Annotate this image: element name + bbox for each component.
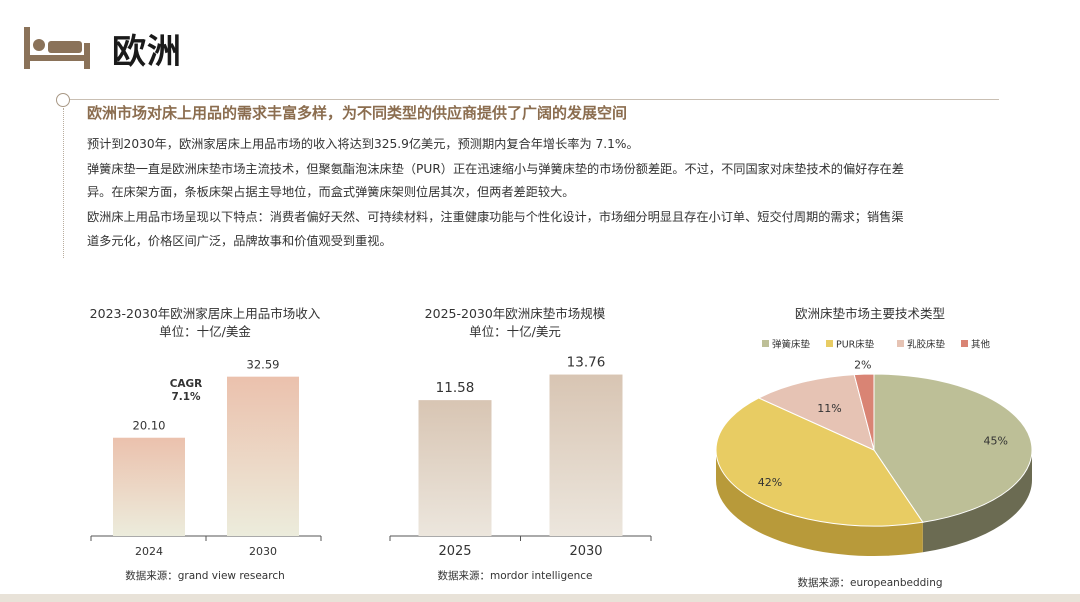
cagr-annotation: CAGR xyxy=(170,378,203,390)
pie-value-label: 2% xyxy=(854,358,871,371)
pie-value-label: 42% xyxy=(758,476,782,489)
chart1-source: 数据来源：grand view research xyxy=(125,570,285,582)
paragraph-1: 预计到2030年，欧洲家居床上用品市场的收入将达到325.9亿美元，预测期内复合… xyxy=(87,137,639,151)
legend-label: 弹簧床垫 xyxy=(772,339,811,351)
bar-value-label: 20.10 xyxy=(133,419,166,433)
timeline-line xyxy=(63,108,64,258)
mattress-bar-chart: 11.58 2025 13.76 2030 xyxy=(389,355,652,559)
paragraph-2-cont: 异。在床架方面，条板床架占据主导地位，而盒式弹簧床架则位居其次，但两者差距较大。 xyxy=(87,185,575,199)
pie-slice-side xyxy=(716,450,923,556)
pie-slice xyxy=(853,373,875,451)
pie-value-label: 11% xyxy=(817,402,841,415)
pie-slice xyxy=(757,374,875,451)
chart3-source: 数据来源：europeanbedding xyxy=(797,577,943,589)
pie-value-label: 45% xyxy=(983,435,1007,448)
bottom-band xyxy=(0,594,1080,602)
paragraph-2: 弹簧床垫一直是欧洲床垫市场主流技术，但聚氨酯泡沫床垫（PUR）正在迅速缩小与弹簧… xyxy=(87,162,904,176)
legend-swatch xyxy=(762,340,769,347)
bar xyxy=(549,374,623,536)
section-headline: 欧洲市场对床上用品的需求丰富多样，为不同类型的供应商提供了广阔的发展空间 xyxy=(87,104,628,122)
pie-slice-side xyxy=(922,450,1032,553)
cagr-annotation: 7.1% xyxy=(171,391,201,403)
bar xyxy=(418,400,492,536)
pie-slice xyxy=(873,373,1033,523)
paragraph-3: 欧洲床上用品市场呈现以下特点：消费者偏好天然、可持续材料，注重健康功能与个性化设… xyxy=(87,210,904,224)
legend-swatch xyxy=(897,340,904,347)
chart1-title: 2023-2030年欧洲家居床上用品市场收入 单位：十亿/美金 xyxy=(60,305,350,341)
legend-label: 其他 xyxy=(971,339,991,351)
chart1-unit: 单位：十亿/美金 xyxy=(159,324,251,339)
chart2-unit: 单位：十亿/美元 xyxy=(469,324,561,339)
page-header: 欧洲 xyxy=(22,22,182,74)
legend-swatch xyxy=(961,340,968,347)
chart2-title: 2025-2030年欧洲床垫市场规模 单位：十亿/美元 xyxy=(370,305,660,341)
x-tick-label: 2030 xyxy=(249,545,277,558)
timeline-dot xyxy=(56,93,70,107)
divider-line xyxy=(69,99,999,100)
chart1-title-text: 2023-2030年欧洲家居床上用品市场收入 xyxy=(89,306,321,321)
bed-icon xyxy=(24,27,90,69)
x-tick-label: 2030 xyxy=(569,544,602,559)
chart2-source: 数据来源：mordor intelligence xyxy=(437,570,593,582)
bar-value-label: 13.76 xyxy=(567,355,606,371)
technology-pie-chart: 弹簧床垫 PUR床垫 乳胶床垫 其他 45% 42% 11% 2% xyxy=(715,339,1033,556)
bar xyxy=(113,437,185,536)
pie-slice xyxy=(715,397,924,527)
legend-label: 乳胶床垫 xyxy=(907,339,946,351)
paragraph-3-cont: 道多元化，价格区间广泛，品牌故事和价值观受到重视。 xyxy=(87,234,392,248)
x-tick-label: 2025 xyxy=(438,544,471,559)
chart3-title: 欧洲床垫市场主要技术类型 xyxy=(794,306,945,321)
x-tick-label: 2024 xyxy=(135,545,163,558)
chart2-title-text: 2025-2030年欧洲床垫市场规模 xyxy=(424,306,606,321)
bar-value-label: 32.59 xyxy=(247,358,280,372)
legend-label: PUR床垫 xyxy=(836,339,875,351)
bar-value-label: 11.58 xyxy=(436,380,475,396)
legend-swatch xyxy=(826,340,833,347)
page-title: 欧洲 xyxy=(112,31,182,72)
bar xyxy=(227,376,299,536)
